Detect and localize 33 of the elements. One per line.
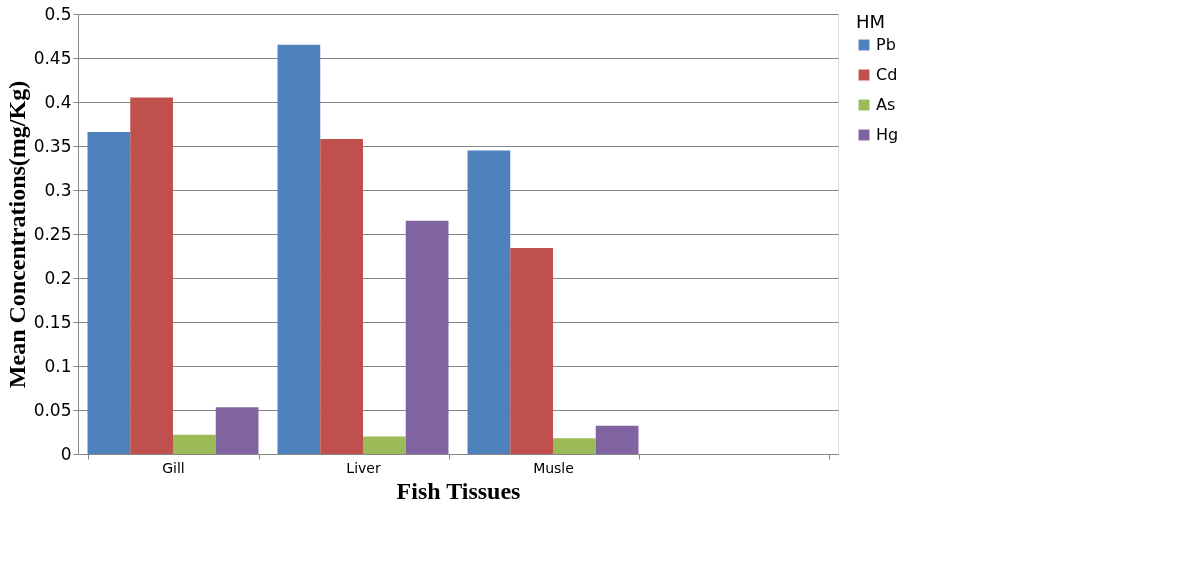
y-tick-label: 0.05 bbox=[33, 399, 72, 420]
legend-label: Cd bbox=[876, 65, 898, 84]
y-tick-label: 0 bbox=[60, 443, 72, 464]
y-tick-label: 0.3 bbox=[44, 179, 72, 200]
bar bbox=[130, 97, 173, 454]
legend-label: Pb bbox=[876, 35, 896, 54]
y-tick-label: 0.45 bbox=[33, 47, 72, 68]
y-tick-label: 0.4 bbox=[44, 91, 72, 112]
y-tick-label: 0.15 bbox=[33, 311, 72, 332]
legend-title: HM bbox=[856, 11, 886, 32]
y-tick-label: 0.1 bbox=[44, 355, 72, 376]
bar bbox=[87, 131, 131, 454]
x-axis-title: Fish Tissues bbox=[396, 477, 521, 504]
y-tick-label: 0.35 bbox=[33, 135, 72, 156]
bar bbox=[277, 44, 321, 454]
bar bbox=[595, 425, 639, 454]
bar bbox=[510, 248, 553, 454]
bar bbox=[405, 220, 449, 454]
y-tick-label: 0.25 bbox=[33, 223, 72, 244]
y-tick-label: 0.5 bbox=[44, 3, 72, 24]
bar bbox=[363, 436, 406, 454]
x-tick-label: Musle bbox=[533, 459, 574, 476]
y-tick-label: 0.2 bbox=[44, 267, 72, 288]
legend-label: As bbox=[876, 95, 896, 114]
bar bbox=[215, 407, 259, 454]
x-tick-label: Liver bbox=[346, 459, 381, 476]
bar bbox=[467, 150, 511, 454]
bar bbox=[320, 138, 363, 454]
x-tick-label: Gill bbox=[162, 459, 185, 476]
bar bbox=[553, 438, 596, 454]
y-axis-title: Mean Concentrations(mg/Kg) bbox=[3, 80, 30, 389]
bar bbox=[173, 434, 216, 454]
legend-label: Hg bbox=[876, 125, 899, 144]
